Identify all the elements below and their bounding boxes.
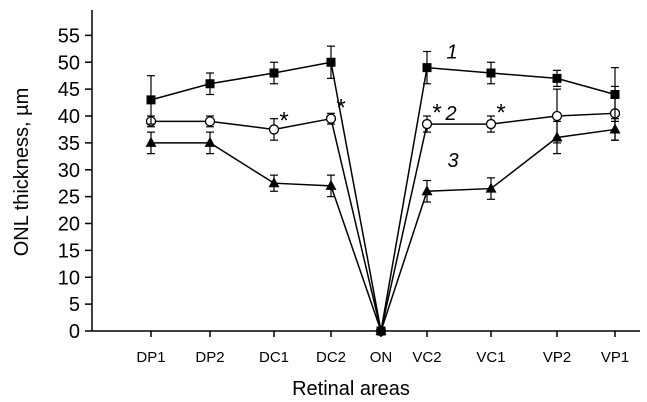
series-label: 1 — [446, 41, 457, 63]
data-point — [376, 326, 386, 336]
data-point — [486, 68, 496, 78]
data-point — [421, 118, 433, 130]
data-point — [204, 136, 216, 147]
y-tick-label: 45 — [58, 79, 80, 101]
series-3 — [145, 118, 621, 335]
data-point — [325, 113, 337, 124]
x-tick-label: DC1 — [259, 349, 289, 366]
x-axis-label: Retinal areas — [292, 378, 410, 400]
data-point — [422, 63, 432, 73]
significance-asterisk: * — [432, 100, 441, 127]
x-tick-label: DP2 — [195, 349, 224, 366]
significance-asterisk: * — [279, 108, 288, 135]
y-tick-label: 5 — [69, 294, 80, 316]
y-tick-label: 25 — [58, 187, 80, 209]
y-tick-label: 20 — [58, 214, 80, 236]
significance-asterisk: * — [496, 100, 505, 127]
y-ticks: 0 5 10 15 20 25 30 35 40 45 50 55 — [58, 25, 92, 343]
significance-asterisk: * — [336, 94, 345, 121]
series-line — [150, 61, 616, 332]
x-tick-label: VP1 — [601, 349, 629, 366]
data-point — [205, 79, 215, 89]
series-line — [151, 128, 616, 334]
x-tick-label: DP1 — [136, 349, 165, 366]
data-point — [204, 116, 216, 127]
data-point — [145, 136, 157, 147]
y-tick-label: 15 — [58, 240, 80, 262]
data-point — [146, 95, 156, 105]
y-tick-label: 55 — [58, 25, 80, 47]
axes: 0 5 10 15 20 25 30 35 40 45 50 55 DP1 DP2 DC1 DC2 ON VC2… — [58, 10, 640, 366]
data-point — [485, 118, 497, 130]
data-point — [551, 110, 563, 122]
data-point — [610, 90, 620, 99]
x-tick-label: VC1 — [476, 349, 505, 366]
y-tick-label: 40 — [58, 106, 80, 128]
y-tick-label: 0 — [69, 321, 80, 343]
data-point — [421, 185, 433, 196]
series-label: 2 — [444, 103, 456, 125]
y-tick-label: 35 — [58, 133, 80, 155]
data-point — [269, 68, 279, 78]
data-point — [485, 182, 497, 193]
series-label: 3 — [447, 150, 458, 172]
series-1 — [146, 45, 620, 336]
y-tick-label: 30 — [58, 160, 80, 182]
x-tick-label: VC2 — [412, 349, 441, 366]
series-2 — [145, 85, 621, 337]
data-point — [268, 124, 280, 135]
data-point — [268, 177, 280, 188]
x-tick-label: DC2 — [316, 349, 346, 366]
y-tick-label: 50 — [58, 52, 80, 74]
data-point — [552, 73, 562, 83]
data-point — [326, 57, 336, 67]
x-ticks: DP1 DP2 DC1 DC2 ON VC2 VC1 VP2 VP1 — [136, 331, 629, 366]
y-axis-label: ONL thickness, µm — [11, 88, 33, 257]
x-tick-label: ON — [370, 349, 393, 366]
plot-area: 1 2 3 * * * * — [145, 41, 621, 337]
x-tick-label: VP2 — [543, 349, 571, 366]
data-point — [325, 179, 337, 190]
y-tick-label: 10 — [58, 267, 80, 289]
